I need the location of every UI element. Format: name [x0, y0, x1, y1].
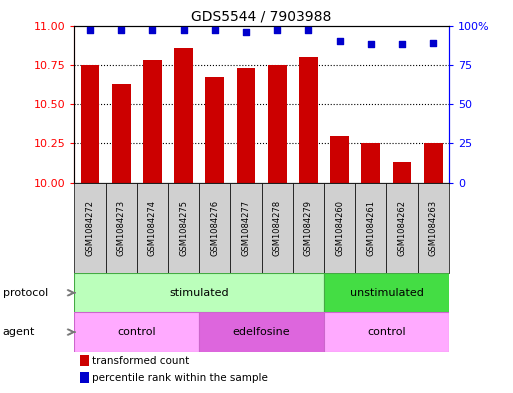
Text: agent: agent: [3, 327, 35, 337]
Bar: [262, 183, 293, 273]
Text: control: control: [117, 327, 156, 337]
Text: protocol: protocol: [3, 288, 48, 298]
Text: GSM1084276: GSM1084276: [210, 200, 220, 256]
Bar: [362, 143, 380, 183]
Bar: [106, 183, 137, 273]
Text: GSM1084274: GSM1084274: [148, 200, 157, 256]
Bar: [392, 162, 411, 183]
Bar: [386, 183, 418, 273]
Bar: [355, 183, 386, 273]
Bar: [168, 183, 199, 273]
Bar: [199, 183, 230, 273]
Bar: [324, 183, 355, 273]
Text: GSM1084261: GSM1084261: [366, 200, 376, 256]
Text: edelfosine: edelfosine: [233, 327, 290, 337]
Text: GSM1084277: GSM1084277: [242, 200, 250, 256]
Bar: [424, 143, 443, 183]
Text: percentile rank within the sample: percentile rank within the sample: [92, 373, 268, 383]
Bar: [205, 77, 224, 183]
Text: GSM1084275: GSM1084275: [179, 200, 188, 256]
Text: GSM1084279: GSM1084279: [304, 200, 313, 256]
Point: [367, 41, 375, 48]
Bar: [74, 183, 106, 273]
Bar: [268, 65, 287, 183]
Text: GSM1084272: GSM1084272: [86, 200, 94, 256]
Bar: [74, 273, 324, 312]
Bar: [293, 183, 324, 273]
Point: [148, 27, 156, 33]
Point: [242, 29, 250, 35]
Bar: [174, 48, 193, 183]
Text: control: control: [367, 327, 406, 337]
Text: transformed count: transformed count: [92, 356, 190, 366]
Point: [117, 27, 125, 33]
Bar: [236, 68, 255, 183]
Bar: [299, 57, 318, 183]
Text: GSM1084262: GSM1084262: [398, 200, 407, 256]
Text: stimulated: stimulated: [169, 288, 229, 298]
Bar: [199, 312, 324, 352]
Point: [336, 38, 344, 44]
Text: GSM1084273: GSM1084273: [116, 200, 126, 256]
Bar: [330, 136, 349, 183]
Bar: [230, 183, 262, 273]
Bar: [81, 65, 100, 183]
Bar: [112, 84, 130, 183]
Point: [180, 27, 188, 33]
Point: [398, 41, 406, 48]
Point: [86, 27, 94, 33]
Point: [273, 27, 281, 33]
Point: [429, 40, 438, 46]
Bar: [324, 273, 449, 312]
Text: GDS5544 / 7903988: GDS5544 / 7903988: [191, 10, 332, 24]
Text: GSM1084260: GSM1084260: [335, 200, 344, 256]
Bar: [324, 312, 449, 352]
Text: unstimulated: unstimulated: [349, 288, 423, 298]
Bar: [143, 60, 162, 183]
Point: [211, 27, 219, 33]
Text: GSM1084263: GSM1084263: [429, 200, 438, 256]
Bar: [418, 183, 449, 273]
Point: [304, 27, 312, 33]
Text: GSM1084278: GSM1084278: [273, 200, 282, 256]
Bar: [137, 183, 168, 273]
Bar: [74, 312, 199, 352]
